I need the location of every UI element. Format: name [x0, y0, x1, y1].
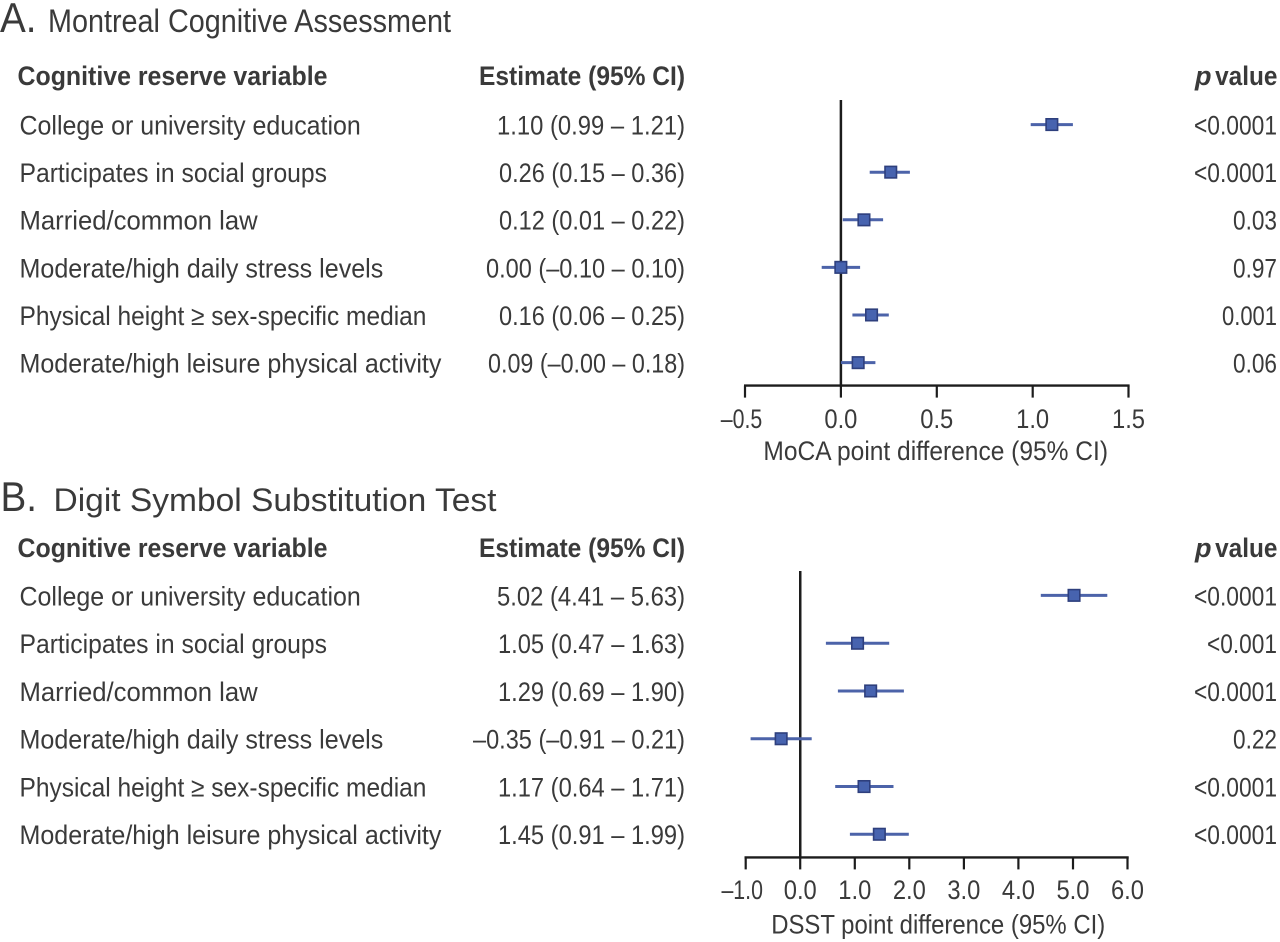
svg-text:<0.0001: <0.0001	[1194, 111, 1277, 141]
svg-text:0.26 (0.15 – 0.36): 0.26 (0.15 – 0.36)	[499, 158, 685, 188]
svg-text:p: p	[1194, 61, 1212, 91]
svg-text:0.97: 0.97	[1233, 253, 1277, 283]
svg-text:Cognitive reserve variable: Cognitive reserve variable	[18, 533, 328, 563]
svg-text:Married/common law: Married/common law	[20, 677, 259, 707]
svg-text:Moderate/high daily stress lev: Moderate/high daily stress levels	[20, 253, 384, 283]
svg-text:2.0: 2.0	[893, 875, 926, 905]
svg-text:<0.0001: <0.0001	[1194, 581, 1277, 611]
svg-text:College or university educatio: College or university education	[20, 111, 361, 141]
svg-text:1.0: 1.0	[838, 875, 871, 905]
svg-text:0.12 (0.01 – 0.22): 0.12 (0.01 – 0.22)	[499, 206, 685, 236]
svg-text:0.0: 0.0	[784, 875, 817, 905]
svg-text:1.5: 1.5	[1112, 404, 1145, 434]
svg-text:<0.0001: <0.0001	[1194, 820, 1277, 850]
svg-text:Physical height ≥ sex-specific: Physical height ≥ sex-specific median	[20, 772, 427, 802]
svg-text:Moderate/high leisure physical: Moderate/high leisure physical activity	[20, 820, 442, 850]
svg-text:1.29 (0.69 – 1.90): 1.29 (0.69 – 1.90)	[498, 677, 685, 707]
svg-text:4.0: 4.0	[1002, 875, 1035, 905]
svg-text:0.00 (–0.10 – 0.10): 0.00 (–0.10 – 0.10)	[486, 253, 685, 283]
svg-text:3.0: 3.0	[947, 875, 980, 905]
svg-text:Digit Symbol Substitution Test: Digit Symbol Substitution Test	[54, 482, 497, 518]
svg-text:value: value	[1215, 61, 1277, 91]
svg-text:1.45 (0.91 – 1.99): 1.45 (0.91 – 1.99)	[498, 820, 685, 850]
svg-text:MoCA point difference (95% CI): MoCA point difference (95% CI)	[763, 436, 1108, 466]
svg-text:<0.0001: <0.0001	[1194, 677, 1277, 707]
svg-text:–1.0: –1.0	[721, 875, 763, 905]
svg-text:Participates in social groups: Participates in social groups	[20, 158, 328, 188]
svg-text:Moderate/high leisure physical: Moderate/high leisure physical activity	[20, 349, 442, 379]
svg-text:6.0: 6.0	[1111, 875, 1144, 905]
svg-text:0.03: 0.03	[1233, 206, 1277, 236]
svg-text:0.09 (–0.00 – 0.18): 0.09 (–0.00 – 0.18)	[488, 349, 685, 379]
svg-text:value: value	[1215, 533, 1277, 563]
svg-text:1.10 (0.99 – 1.21): 1.10 (0.99 – 1.21)	[497, 111, 685, 141]
svg-text:Estimate (95% CI): Estimate (95% CI)	[479, 533, 685, 563]
svg-text:Physical height ≥ sex-specific: Physical height ≥ sex-specific median	[20, 301, 427, 331]
svg-text:0.001: 0.001	[1222, 301, 1277, 331]
svg-text:Estimate (95% CI): Estimate (95% CI)	[479, 61, 685, 91]
svg-text:Participates in social groups: Participates in social groups	[20, 629, 328, 659]
svg-text:B.: B.	[1, 473, 38, 520]
svg-text:A.: A.	[0, 0, 37, 41]
svg-text:1.17 (0.64 – 1.71): 1.17 (0.64 – 1.71)	[498, 772, 685, 802]
svg-text:0.16 (0.06 – 0.25): 0.16 (0.06 – 0.25)	[499, 301, 685, 331]
svg-text:Moderate/high daily stress lev: Moderate/high daily stress levels	[20, 725, 384, 755]
svg-text:0.22: 0.22	[1233, 725, 1277, 755]
svg-text:5.02 (4.41 – 5.63): 5.02 (4.41 – 5.63)	[497, 581, 685, 611]
svg-text:Cognitive reserve variable: Cognitive reserve variable	[18, 61, 328, 91]
svg-text:5.0: 5.0	[1056, 875, 1089, 905]
svg-text:0.06: 0.06	[1233, 349, 1277, 379]
svg-text:<0.0001: <0.0001	[1194, 158, 1277, 188]
svg-text:–0.5: –0.5	[721, 404, 763, 434]
svg-text:–0.35 (–0.91 – 0.21): –0.35 (–0.91 – 0.21)	[473, 725, 685, 755]
svg-text:1.05 (0.47 – 1.63): 1.05 (0.47 – 1.63)	[498, 629, 685, 659]
svg-text:0.0: 0.0	[824, 404, 857, 434]
svg-text:College or university educatio: College or university education	[20, 581, 361, 611]
svg-text:Married/common law: Married/common law	[20, 206, 259, 236]
svg-text:0.5: 0.5	[920, 404, 953, 434]
svg-text:<0.001: <0.001	[1207, 629, 1277, 659]
svg-text:DSST point difference (95% CI): DSST point difference (95% CI)	[771, 909, 1105, 939]
svg-text:Montreal Cognitive Assessment: Montreal Cognitive Assessment	[48, 3, 451, 39]
svg-text:1.0: 1.0	[1016, 404, 1049, 434]
svg-text:p: p	[1194, 533, 1212, 563]
svg-text:<0.0001: <0.0001	[1194, 772, 1277, 802]
